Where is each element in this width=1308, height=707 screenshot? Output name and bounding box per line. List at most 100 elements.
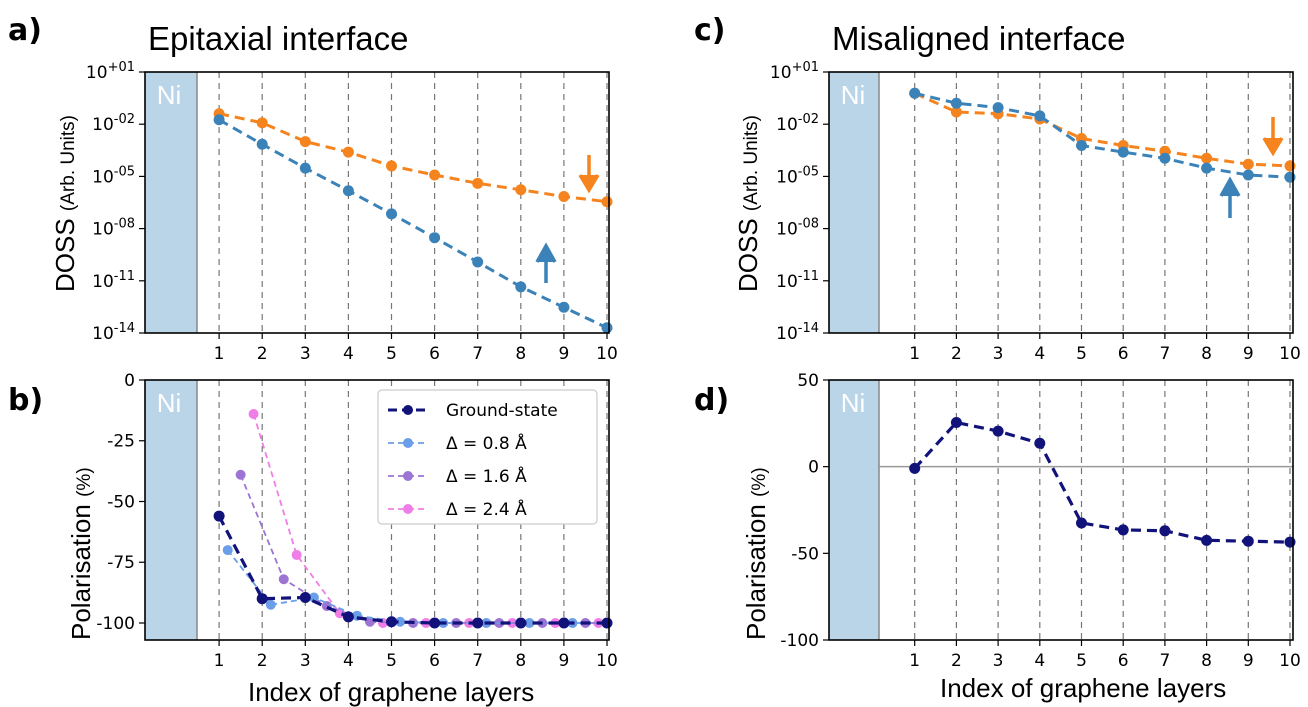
data-point [950,106,962,118]
spin-down-arrow [1262,117,1284,157]
series-line [218,118,608,330]
data-point [1159,525,1171,537]
series-line [218,112,608,204]
y-tick-label: 10-02 [92,112,135,135]
ni-region [829,380,879,640]
x-tick-label: 10 [1279,651,1301,671]
x-tick-label: 3 [993,651,1004,671]
y-tick-label: -100 [96,614,135,634]
data-point [342,146,354,158]
x-tick-label: 8 [1201,651,1212,671]
plot-c: Ni 1 2 3 4 5 6 7 8 9 10 10+01 10-02 10-05 10-08 10-11 10… [770,60,1301,364]
data-point [1284,160,1296,172]
data-point [524,617,535,628]
x-tick-label: 8 [515,344,526,364]
x-tick-label: 6 [1118,651,1129,671]
data-point [299,136,311,148]
y-tick-label: 10-14 [776,321,819,344]
data-point [291,549,302,560]
legend-marker [403,504,413,514]
ni-label: Ni [841,80,866,110]
series-line [914,91,1291,168]
data-point [950,97,962,109]
plot-border [144,379,610,641]
legend-label: Δ = 2.4 Å [446,498,527,520]
data-point [515,184,527,196]
data-point [1242,169,1254,181]
spin-up-arrow [535,242,557,283]
data-point [1034,437,1046,449]
x-tick-label: 7 [472,651,483,671]
data-point [1034,110,1046,122]
data-point [213,510,225,522]
data-point [235,469,246,480]
x-tick-label: 1 [909,344,920,364]
y-tick-label: -50 [791,544,819,564]
data-point [342,185,354,197]
x-tick-label: 10 [1279,344,1301,364]
x-tick-label: 3 [300,651,311,671]
data-point [256,593,268,605]
x-tick-label: 2 [951,344,962,364]
data-point [299,162,311,174]
plot-b: Ni 1 2 3 4 5 6 7 8 9 10 0 -25 -50 -75 -100 Ground-state Δ… [96,371,617,671]
panel-label-c: c) [694,13,726,48]
series-line [226,549,607,624]
x-tick-label: 5 [1076,344,1087,364]
x-tick-label: 2 [257,651,268,671]
data-point [395,616,406,627]
data-point [558,190,570,202]
panel-label-b: b) [8,383,43,418]
x-tick-label: 7 [472,344,483,364]
data-point [515,617,527,629]
plot-border [828,71,1294,334]
data-point [278,574,289,585]
y-tick-label: 10-11 [776,269,819,292]
data-point [308,592,319,603]
ni-label: Ni [841,388,866,418]
y-tick-label: -100 [780,631,819,651]
y-tick-label: 10-14 [92,321,135,344]
data-point [429,169,441,181]
data-point [601,617,613,629]
y-tick-label: -50 [107,492,135,512]
data-point [515,281,527,293]
data-point [950,416,962,428]
x-tick-label: 9 [1243,344,1254,364]
x-tick-label: 9 [1243,651,1254,671]
data-point [299,591,311,603]
data-point [1117,524,1129,536]
data-point [364,616,375,627]
data-point [992,425,1004,437]
y-tick-label: 0 [808,458,819,478]
data-point [1159,152,1171,164]
data-point [1201,152,1213,164]
spin-up-arrow [1219,176,1241,218]
ni-region [145,380,197,640]
data-point [909,87,921,99]
x-tick-label: 4 [1034,344,1045,364]
series-line [217,515,607,625]
title-c: Misaligned interface [832,20,1126,57]
legend-marker [403,405,413,415]
series-line [914,91,1291,179]
y-tick-label: 10-08 [776,217,819,240]
legend-label: Ground-state [446,401,558,421]
x-tick-label: 1 [214,344,225,364]
data-point [1076,139,1087,151]
x-tick-label: 6 [429,344,440,364]
x-tick-label: 9 [558,344,569,364]
data-point [1242,535,1254,547]
xlabel-d: Index of graphene layers [940,673,1226,703]
data-point [429,617,441,629]
series-line [252,413,607,624]
y-tick-label: 10+01 [86,60,135,83]
legend: Ground-state Δ = 0.8 Å Δ = 1.6 Å Δ = 2.4 Å [377,389,598,525]
x-tick-label: 3 [300,344,311,364]
x-tick-label: 4 [343,651,354,671]
data-point [909,462,921,474]
ni-region [145,72,197,333]
x-tick-label: 6 [429,651,440,671]
data-point [601,196,613,208]
